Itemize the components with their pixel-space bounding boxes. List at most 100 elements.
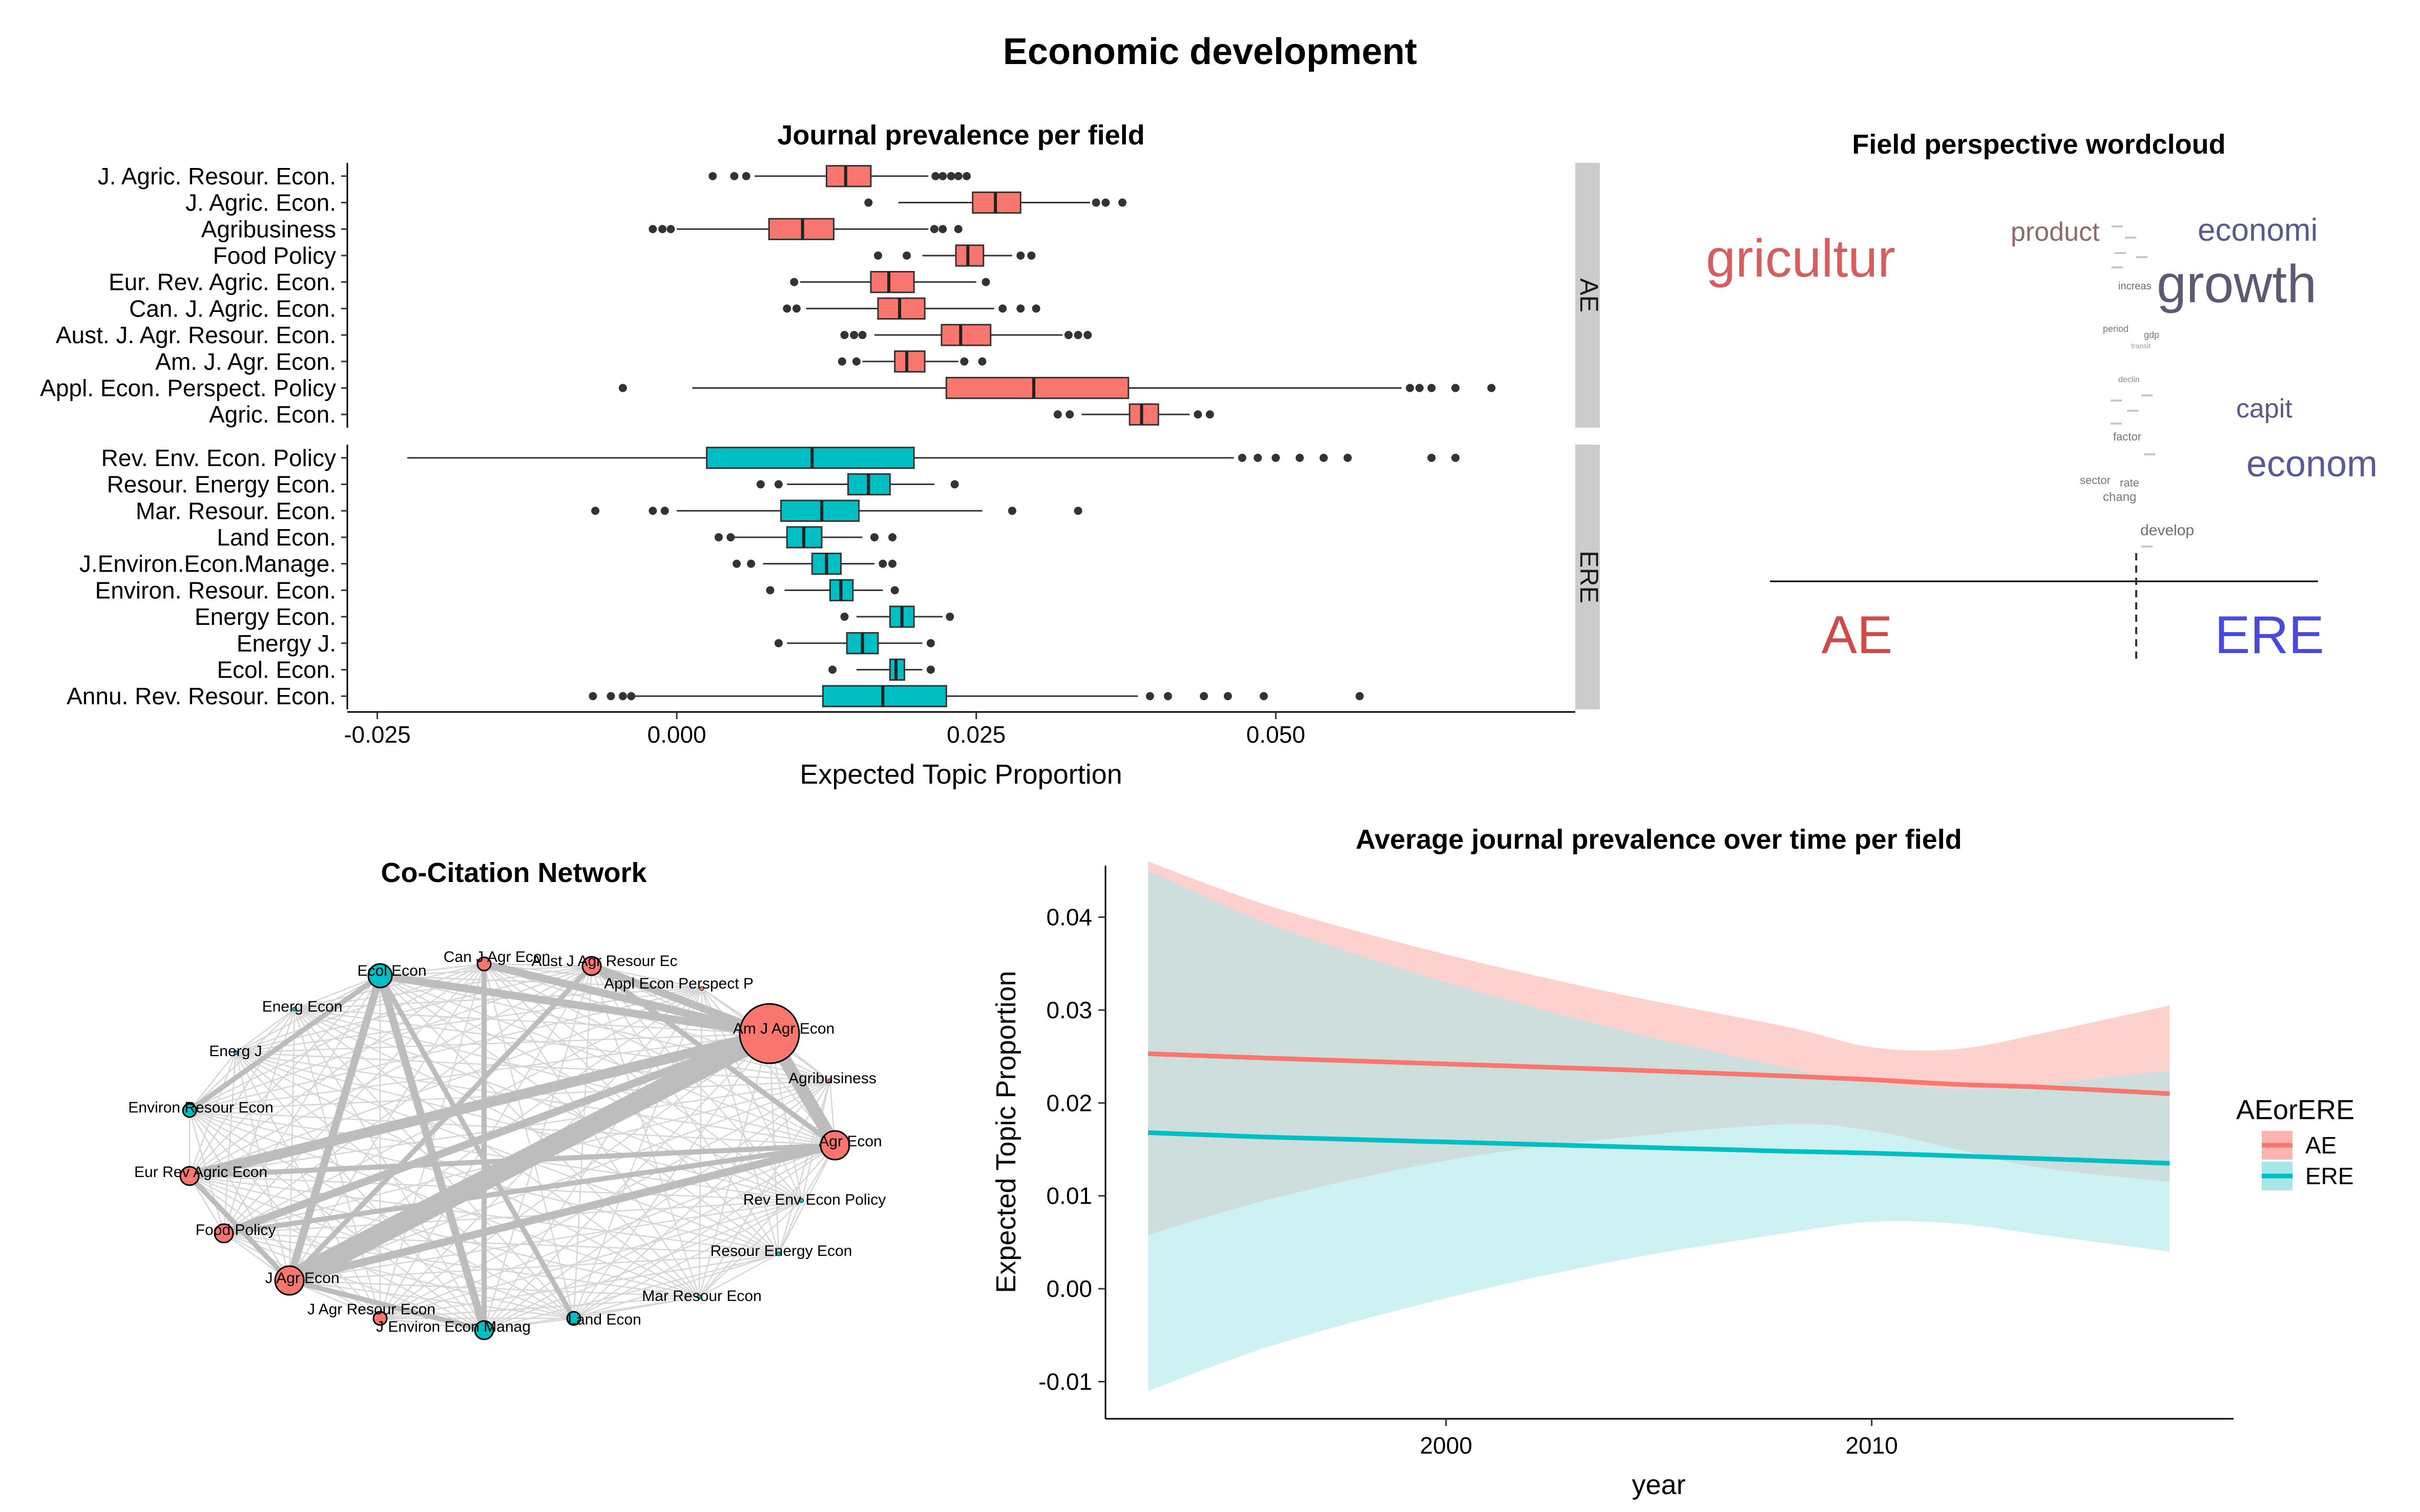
- network-edge-weak: [380, 975, 802, 1202]
- outlier-point: [790, 278, 799, 286]
- network-edge-strong: [288, 1278, 485, 1333]
- facet-strip-ae: [1575, 163, 1600, 428]
- network-edge-strong: [288, 1141, 836, 1285]
- x-tick-label: -0.025: [344, 721, 410, 748]
- network-edge-strong: [188, 973, 382, 1113]
- network-edge-weak: [484, 1317, 574, 1331]
- network-edge-strong: [187, 1174, 291, 1283]
- outlier-point: [649, 507, 657, 515]
- y-tick-label: Energy Econ.: [195, 603, 336, 630]
- network-edge-weak: [189, 1175, 574, 1319]
- outlier-point: [978, 357, 987, 366]
- network-edge-weak: [380, 975, 779, 1255]
- network-node: [182, 1103, 197, 1118]
- box: [894, 350, 926, 373]
- network-edge-weak: [380, 975, 830, 1082]
- y-tick-label: Rev. Env. Econ. Policy: [101, 445, 336, 471]
- series-line-ere: [1148, 1130, 2170, 1166]
- outlier-point: [1066, 410, 1074, 419]
- outlier-point: [1016, 304, 1025, 313]
- y-tick-label: Ecol. Econ.: [217, 656, 336, 683]
- wordcloud-panel: Field perspective wordcloud gricultur pro…: [1706, 129, 2377, 665]
- y-tick-label: Land Econ.: [217, 524, 336, 551]
- x-tick-label: 0.050: [1246, 721, 1305, 748]
- network-edge-weak: [189, 963, 485, 1177]
- y-tick-label: Eur. Rev. Agric. Econ.: [109, 269, 336, 296]
- network-edge-weak: [289, 1253, 779, 1282]
- network-edge-weak: [235, 1033, 770, 1054]
- network-node: [233, 1050, 238, 1055]
- outlier-point: [666, 225, 675, 234]
- network-edge-weak: [380, 975, 700, 1297]
- network-edge-weak: [573, 1033, 770, 1319]
- outlier-point: [879, 559, 887, 568]
- outlier-point: [1427, 453, 1436, 462]
- network-node-label: Rev Env Econ Policy: [743, 1191, 886, 1208]
- box: [870, 270, 915, 293]
- network-node-label: J Agr Econ: [265, 1270, 339, 1287]
- network-node-label: Agribusiness: [788, 1070, 877, 1087]
- network-edge-strong: [376, 974, 488, 1332]
- outlier-point: [708, 172, 717, 180]
- y-tick-label: 0.02: [1046, 1089, 1092, 1116]
- outlier-point: [733, 559, 741, 568]
- network-edge-weak: [223, 1052, 237, 1234]
- outlier-point: [1074, 331, 1082, 340]
- network-title: Co-Citation Network: [381, 857, 648, 888]
- legend-title: AEorERE: [2236, 1095, 2354, 1125]
- network-node-label: Agr Econ: [819, 1133, 882, 1150]
- y-tick-label: J. Agric. Econ.: [185, 190, 336, 216]
- wordcloud-group-label-ere: ERE: [2215, 605, 2324, 665]
- outlier-point: [954, 172, 963, 180]
- network-node-label: Am J Agr Econ: [733, 1020, 835, 1037]
- network-node: [566, 1311, 581, 1326]
- line-panel: Average journal prevalence over time per…: [991, 824, 2354, 1500]
- boxplot-x-axis-label: Expected Topic Proportion: [800, 759, 1122, 790]
- outlier-point: [873, 251, 882, 260]
- outlier-point: [742, 172, 750, 180]
- outlier-point: [1032, 304, 1040, 313]
- network-edge-weak: [235, 1052, 381, 1319]
- outlier-point: [850, 331, 859, 340]
- network-node: [292, 1006, 297, 1012]
- wordcloud-small-word: [2141, 545, 2153, 548]
- network-node: [581, 956, 602, 976]
- wordcloud-word: increas: [2118, 281, 2151, 292]
- wordcloud-word: period: [2103, 324, 2129, 334]
- wordcloud-small-word: [2127, 410, 2138, 412]
- legend-label: AE: [2305, 1132, 2336, 1159]
- outlier-point: [1083, 331, 1092, 340]
- y-tick-label: Appl. Econ. Perspect. Policy: [40, 374, 336, 401]
- y-tick-label: Environ. Resour. Econ.: [95, 577, 336, 603]
- outlier-point: [607, 692, 615, 701]
- network-node-label: Appl Econ Perspect P: [604, 975, 754, 992]
- outlier-point: [1238, 453, 1246, 462]
- outlier-point: [1200, 692, 1208, 701]
- network-edge-strong: [379, 972, 770, 1038]
- confidence-band-ere: [1148, 871, 2170, 1391]
- network-node-label: Energ J: [209, 1043, 262, 1060]
- wordcloud-word: rate: [2120, 476, 2139, 489]
- box: [825, 165, 872, 187]
- outlier-point: [960, 357, 969, 366]
- network-edge-weak: [573, 1144, 836, 1319]
- wordcloud-word: sector: [2080, 474, 2111, 487]
- wordcloud-small-word: [2115, 252, 2126, 254]
- network-node: [474, 1320, 494, 1340]
- network-node: [820, 1130, 850, 1161]
- outlier-point: [618, 692, 627, 701]
- network-edge-weak: [189, 975, 381, 1177]
- legend: AEorERE AE ERE: [2236, 1095, 2354, 1190]
- network-node: [739, 1003, 800, 1064]
- outlier-point: [938, 225, 947, 234]
- network-edge-weak: [698, 988, 703, 1297]
- facet-strip-ere: [1575, 445, 1600, 709]
- network-node-label: Aust J Agr Resour Ec: [531, 953, 677, 970]
- network-edge-strong: [483, 960, 770, 1038]
- network-node: [214, 1223, 234, 1244]
- wordcloud-word: chang: [2103, 490, 2136, 504]
- outlier-point: [1194, 410, 1202, 419]
- network-edge-strong: [188, 1028, 771, 1181]
- outlier-point: [618, 384, 627, 392]
